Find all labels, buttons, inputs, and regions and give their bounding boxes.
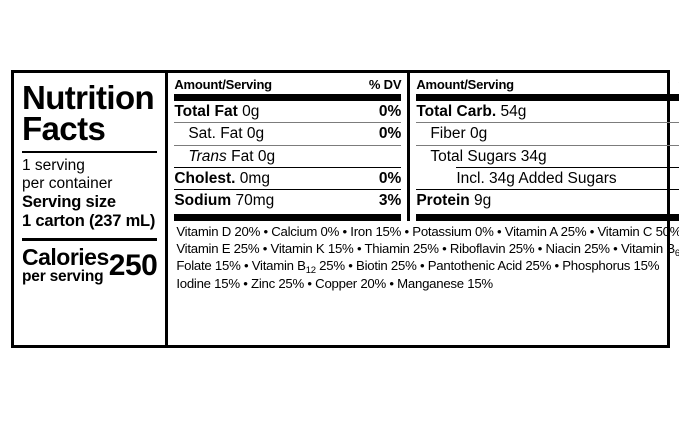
table-row-sodium: Sodium 70mg 3% xyxy=(174,189,402,211)
total-carb-amount: 54g xyxy=(496,103,527,120)
table-row-total-sugars: Total Sugars 34g xyxy=(416,144,679,167)
calories-block: Calories per serving 250 xyxy=(22,243,158,285)
label-right-side: Amount/Serving % DV Total Fat 0g 0% Sat.… xyxy=(168,73,679,345)
divider-under-title xyxy=(22,151,158,154)
nutrient-name-fiber: Fiber 0g xyxy=(430,125,488,143)
header-amount-serving-middle: Amount/Serving xyxy=(174,77,272,92)
servings-per-container-line1: 1 serving xyxy=(22,157,85,175)
nutrient-columns: Amount/Serving % DV Total Fat 0g 0% Sat.… xyxy=(168,73,679,221)
cholesterol-dv: 0% xyxy=(378,170,402,188)
calories-text-group: Calories per serving xyxy=(22,243,109,285)
servings-per-container-line2: per container xyxy=(22,175,113,192)
nutrient-name-sodium: Sodium 70mg xyxy=(174,192,274,209)
table-row-protein: Protein 9g 18% xyxy=(416,189,679,211)
vitamin-line-1: Vitamin D 20% • Calcium 0% • Iron 15% • … xyxy=(176,224,679,240)
divider-above-calories xyxy=(22,237,158,241)
thick-bar-bottom-right xyxy=(416,213,679,221)
table-row-fiber: Fiber 0g 0% xyxy=(416,122,679,144)
thick-bar-under-header-right xyxy=(416,94,679,101)
nutrient-column-right: Amount/Serving % DV Total Carb. 54g 20% … xyxy=(410,73,679,221)
nutrient-column-middle: Amount/Serving % DV Total Fat 0g 0% Sat.… xyxy=(168,73,411,221)
nutrition-facts-label: Nutrition Facts 1 serving per container … xyxy=(11,70,679,348)
serving-size-label: Serving size xyxy=(22,192,116,211)
calories-label: Calories xyxy=(22,243,109,270)
table-row-sat-fat: Sat. Fat 0g 0% xyxy=(174,122,402,144)
table-row-trans-fat: Trans Fat 0g xyxy=(174,144,402,167)
thick-bar-bottom-middle xyxy=(174,213,402,221)
nutrient-name-protein: Protein 9g xyxy=(416,192,491,209)
header-amount-serving-right: Amount/Serving xyxy=(416,77,514,92)
nutrient-name-cholesterol: Cholest. 0mg xyxy=(174,170,270,187)
table-row-total-carb: Total Carb. 54g 20% xyxy=(416,101,679,122)
trans-fat-amount: Fat 0g xyxy=(226,147,276,165)
nutrient-name-added-sugars: Incl. 34g Added Sugars xyxy=(456,170,617,188)
sodium-amount: 70mg xyxy=(231,192,275,210)
thick-bar-under-header-middle xyxy=(174,94,402,101)
nutrient-name-total-sugars: Total Sugars 34g xyxy=(430,147,547,165)
label-left-panel: Nutrition Facts 1 serving per container … xyxy=(14,73,169,345)
total-fat-dv: 0% xyxy=(378,103,402,120)
vitamin-line-3: Folate 15% • Vitamin B12 25% • Biotin 25… xyxy=(176,258,679,277)
total-carb-label: Total Carb. xyxy=(416,103,497,120)
nutrient-name-sat-fat: Sat. Fat 0g xyxy=(188,125,265,143)
sodium-dv: 3% xyxy=(378,192,402,210)
vitamin-line-3-text-b: 25% • Biotin 25% • Pantothenic Acid 25% … xyxy=(315,258,660,274)
nutrient-name-total-carb: Total Carb. 54g xyxy=(416,103,526,120)
table-row-cholesterol: Cholest. 0mg 0% xyxy=(174,167,402,189)
total-fat-amount: 0g xyxy=(237,103,260,120)
sat-fat-dv: 0% xyxy=(378,125,402,143)
title-line-2: Facts xyxy=(22,110,106,148)
protein-amount: 9g xyxy=(469,192,492,210)
calories-value: 250 xyxy=(108,249,158,283)
header-percent-dv-middle: % DV xyxy=(368,77,402,92)
vitamins-minerals-section: Vitamin D 20% • Calcium 0% • Iron 15% • … xyxy=(168,221,679,292)
vitamin-line-2: Vitamin E 25% • Vitamin K 15% • Thiamin … xyxy=(176,241,679,260)
cholesterol-amount: 0mg xyxy=(235,170,270,188)
nutrient-name-trans-fat: Trans Fat 0g xyxy=(188,148,275,165)
column-header-right: Amount/Serving % DV xyxy=(416,73,679,94)
page-title: Nutrition Facts xyxy=(22,79,157,148)
column-header-middle: Amount/Serving % DV xyxy=(174,73,401,94)
total-fat-label: Total Fat xyxy=(174,103,238,120)
vitamin-b12-subscript: 12 xyxy=(305,265,316,277)
nutrient-name-total-fat: Total Fat 0g xyxy=(174,103,259,120)
cholesterol-label: Cholest. xyxy=(174,170,236,188)
table-row-added-sugars: Incl. 34g Added Sugars 68% xyxy=(456,167,679,189)
vitamin-line-2-text: Vitamin E 25% • Vitamin K 15% • Thiamin … xyxy=(176,241,675,257)
trans-italic-word: Trans xyxy=(188,147,227,165)
sodium-label: Sodium xyxy=(174,192,232,210)
serving-size-value: 1 carton (237 mL) xyxy=(22,212,156,231)
vitamin-b6-subscript: 6 xyxy=(674,248,679,260)
calories-sublabel: per serving xyxy=(22,267,104,285)
vitamin-line-4: Iodine 15% • Zinc 25% • Copper 20% • Man… xyxy=(176,275,493,291)
protein-label: Protein xyxy=(416,192,470,210)
title-line-1: Nutrition xyxy=(22,79,155,116)
vitamin-line-3-text-a: Folate 15% • Vitamin B xyxy=(176,258,306,274)
table-row-total-fat: Total Fat 0g 0% xyxy=(174,101,401,122)
